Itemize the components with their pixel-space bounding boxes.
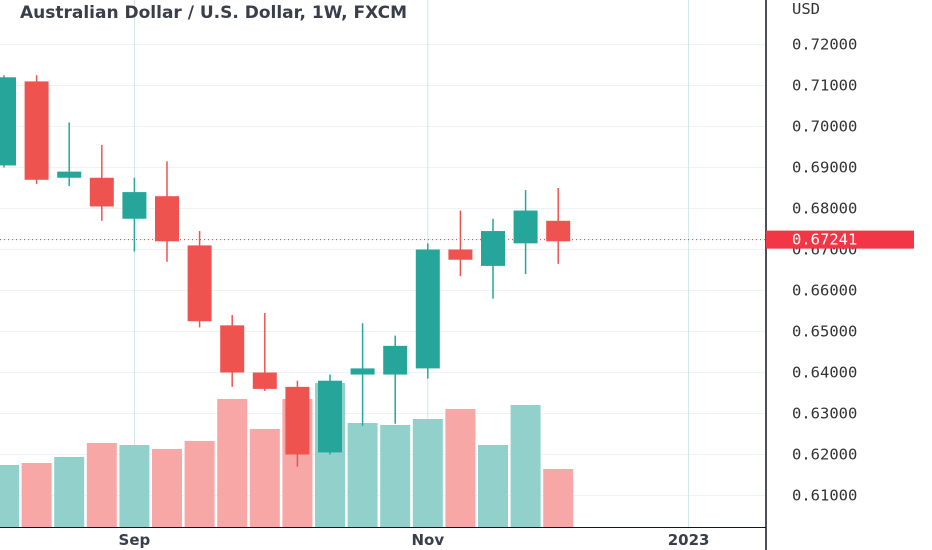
- time-axis[interactable]: Sep Nov 2023: [119, 531, 710, 549]
- candlesticks: [0, 75, 571, 467]
- volume-bar: [445, 409, 476, 527]
- price-axis[interactable]: USD 0.61000 0.62000 0.63000 0.64000 0.65000 0…: [792, 0, 857, 505]
- volume-bar: [478, 445, 508, 527]
- candle-body: [220, 325, 245, 373]
- candle[interactable]: [24, 75, 49, 184]
- candle[interactable]: [513, 190, 538, 275]
- candle[interactable]: [285, 380, 310, 467]
- volume-bar: [0, 465, 19, 527]
- price-tick-label: 0.69000: [792, 159, 857, 177]
- candle[interactable]: [252, 313, 277, 391]
- candle-body: [448, 249, 473, 260]
- price-tick-label: 0.70000: [792, 118, 857, 136]
- candle-body: [89, 177, 114, 207]
- candle[interactable]: [187, 231, 212, 328]
- price-tick-label: 0.63000: [792, 405, 857, 423]
- volume-bar: [543, 469, 574, 527]
- volume-bar: [54, 457, 85, 527]
- candle[interactable]: [220, 315, 245, 387]
- price-tick-label: 0.62000: [792, 446, 857, 464]
- volume-bar: [347, 423, 378, 527]
- candle[interactable]: [122, 177, 147, 252]
- current-price-badge-bg: [766, 230, 914, 249]
- price-tick-label: 0.64000: [792, 364, 857, 382]
- volume-bar: [119, 445, 150, 527]
- time-tick-label: Nov: [411, 531, 444, 549]
- volume-bar: [412, 419, 443, 527]
- candle-body: [546, 220, 571, 242]
- currency-label: USD: [792, 0, 820, 18]
- candle-body: [350, 368, 375, 375]
- time-tick-label: Sep: [119, 531, 151, 549]
- volume-bar: [184, 441, 215, 527]
- volume-bar: [152, 449, 182, 527]
- candle-body: [415, 249, 440, 369]
- candle[interactable]: [448, 210, 473, 277]
- candle-body: [481, 231, 505, 266]
- candle[interactable]: [155, 161, 179, 262]
- candle-body: [0, 77, 16, 166]
- candle-body: [252, 372, 277, 389]
- candle[interactable]: [481, 218, 505, 299]
- candle[interactable]: [546, 188, 571, 264]
- price-tick-label: 0.66000: [792, 282, 857, 300]
- candle-body: [318, 380, 342, 453]
- price-tick-label: 0.68000: [792, 200, 857, 218]
- candle-body: [57, 171, 82, 178]
- candle-body: [285, 386, 310, 455]
- price-tick-label: 0.65000: [792, 323, 857, 341]
- price-tick-label: 0.61000: [792, 487, 857, 505]
- volume-bar: [217, 399, 248, 527]
- volume-bar: [249, 429, 280, 527]
- chart-title: Australian Dollar / U.S. Dollar, 1W, FXC…: [20, 3, 407, 23]
- volume-bar: [510, 405, 541, 527]
- candle[interactable]: [383, 335, 408, 424]
- candle[interactable]: [57, 122, 82, 186]
- time-tick-label: 2023: [668, 531, 710, 549]
- candle-body: [122, 192, 147, 219]
- candle[interactable]: [89, 144, 114, 221]
- candle[interactable]: [0, 75, 16, 168]
- price-tick-label: 0.71000: [792, 77, 857, 95]
- volume-bar: [380, 425, 411, 527]
- candle[interactable]: [350, 323, 375, 426]
- volume-bar: [21, 463, 52, 527]
- current-price-label: 0.67241: [792, 231, 857, 249]
- candle-body: [24, 81, 49, 180]
- candle-body: [155, 196, 179, 242]
- candle[interactable]: [318, 374, 342, 455]
- volume-bar: [86, 443, 117, 527]
- current-price-badge: 0.67241: [766, 230, 914, 249]
- candle[interactable]: [415, 243, 440, 379]
- price-tick-label: 0.72000: [792, 36, 857, 54]
- candle-body: [383, 345, 408, 375]
- candle-body: [513, 210, 538, 244]
- candle-body: [187, 245, 212, 322]
